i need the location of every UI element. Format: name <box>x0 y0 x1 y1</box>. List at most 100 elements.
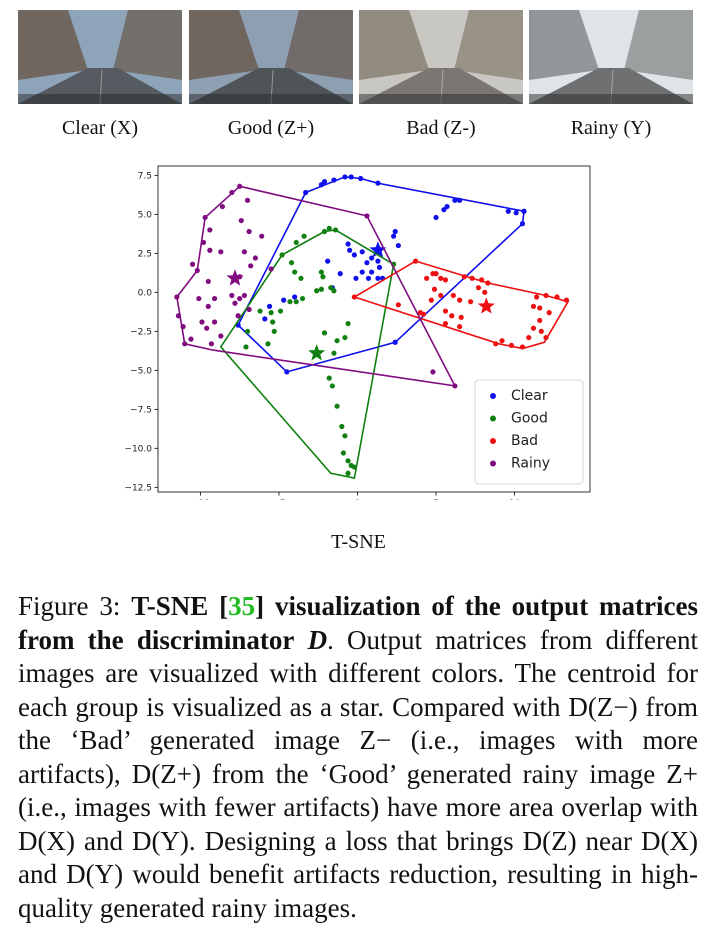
point-clear <box>347 247 353 253</box>
x-tick-label: 5 <box>433 499 439 500</box>
point-clear <box>359 269 365 275</box>
point-bad <box>493 341 499 347</box>
point-clear <box>392 228 398 235</box>
point-rainy <box>199 319 205 325</box>
centroid-star-good <box>308 344 326 361</box>
legend-label-clear: Clear <box>511 388 548 404</box>
point-rainy <box>238 217 244 224</box>
point-bad <box>413 258 419 264</box>
point-rainy <box>364 213 370 219</box>
centroid-star-clear <box>369 241 387 258</box>
series-good <box>219 225 397 479</box>
point-bad <box>538 328 544 334</box>
point-good <box>301 233 307 239</box>
point-good <box>342 433 348 439</box>
thumbnail-label-clear: Clear (X) <box>61 117 139 139</box>
series-rainy <box>174 183 458 389</box>
street-scene-image <box>189 10 353 104</box>
point-bad <box>457 324 463 330</box>
point-bad <box>475 285 482 291</box>
point-rainy <box>207 247 213 253</box>
hull-clear <box>237 176 525 373</box>
point-bad <box>519 344 526 350</box>
point-bad <box>530 303 537 309</box>
point-clear <box>345 241 351 247</box>
point-clear <box>359 249 365 255</box>
hull-good <box>219 229 395 479</box>
point-rainy <box>219 203 226 210</box>
point-good <box>332 227 339 233</box>
point-rainy <box>189 261 196 267</box>
point-rainy <box>218 249 224 255</box>
thumbnail-label-bad: Bad (Z-) <box>406 117 476 139</box>
point-bad <box>424 275 430 281</box>
x-tick: 5 <box>433 492 439 500</box>
point-rainy <box>175 313 182 319</box>
point-clear <box>337 271 343 277</box>
x-tick-label: 0 <box>355 499 361 500</box>
y-tick: 0.0 <box>138 288 158 298</box>
point-good <box>331 350 337 356</box>
x-tick: −5 <box>272 492 286 500</box>
point-clear <box>266 303 273 309</box>
point-rainy <box>237 295 243 302</box>
point-good <box>340 450 346 456</box>
legend-marker-clear <box>490 393 496 399</box>
x-tick-label: 10 <box>509 499 521 500</box>
caption-bold-b: ] visualization of the output matrices f… <box>18 591 699 655</box>
hull-bad <box>352 260 570 350</box>
point-bad <box>442 308 449 314</box>
point-bad <box>449 313 455 319</box>
point-bad <box>428 297 434 303</box>
y-tick-label: 5.0 <box>138 210 153 220</box>
point-good <box>293 299 299 305</box>
y-tick: −5.0 <box>130 366 158 376</box>
caption-bold-var: D <box>307 624 328 655</box>
point-bad <box>530 325 537 331</box>
y-tick-label: 7.5 <box>138 171 152 181</box>
point-clear <box>325 258 331 264</box>
point-clear <box>351 252 357 258</box>
point-rainy <box>188 336 194 342</box>
point-bad <box>485 280 491 286</box>
point-good <box>268 310 274 316</box>
legend-label-bad: Bad <box>511 433 538 449</box>
thumbnail-clear <box>18 10 182 104</box>
street-scene-image <box>359 10 523 104</box>
point-clear <box>353 275 359 281</box>
point-clear <box>521 208 527 214</box>
point-good <box>271 328 277 334</box>
thumbnail-bad <box>359 10 523 104</box>
point-bad <box>458 314 464 320</box>
point-good <box>279 252 285 258</box>
point-good <box>277 308 284 314</box>
point-clear <box>331 177 337 183</box>
point-good <box>298 275 304 281</box>
point-clear <box>358 175 364 182</box>
point-rainy <box>204 325 210 331</box>
point-bad <box>442 277 449 283</box>
point-good <box>326 375 332 381</box>
point-clear <box>391 233 397 239</box>
point-clear <box>375 258 381 264</box>
citation-link[interactable]: 35 <box>228 591 256 621</box>
point-good <box>299 295 306 302</box>
point-rainy <box>211 319 218 325</box>
point-rainy <box>180 324 186 330</box>
point-rainy <box>252 255 258 261</box>
point-clear <box>303 189 309 196</box>
point-good <box>293 239 299 246</box>
point-bad <box>482 289 488 295</box>
y-tick-label: −5.0 <box>130 366 152 376</box>
point-clear <box>513 210 519 216</box>
point-bad <box>546 310 552 316</box>
point-rainy <box>246 228 252 235</box>
legend-label-good: Good <box>511 411 548 427</box>
point-bad <box>395 302 401 308</box>
point-bad <box>469 275 475 281</box>
point-rainy <box>194 267 200 274</box>
point-bad <box>351 294 357 300</box>
x-tick: −10 <box>191 492 210 500</box>
legend-marker-bad <box>490 438 496 444</box>
point-clear <box>369 269 375 275</box>
